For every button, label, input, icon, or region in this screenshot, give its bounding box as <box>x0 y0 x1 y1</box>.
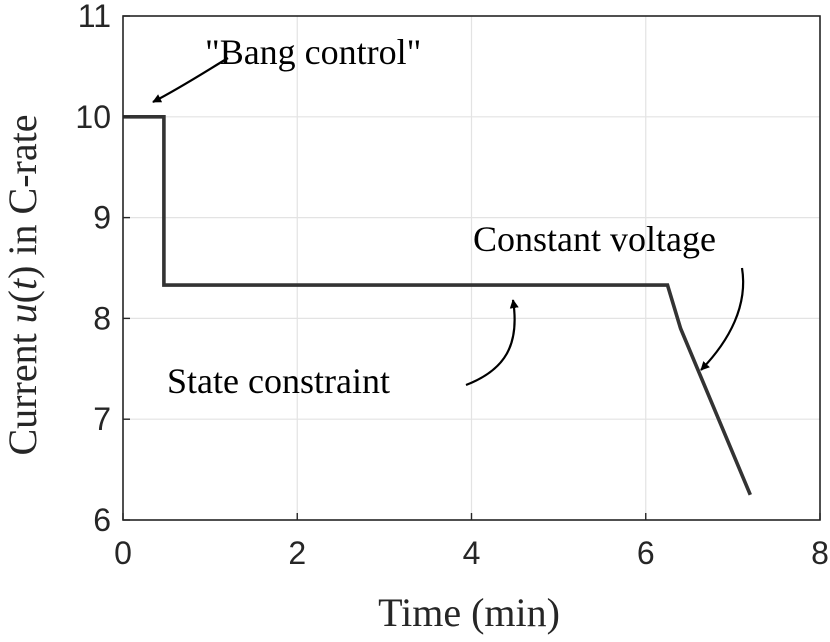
x-tick-label: 0 <box>114 535 132 571</box>
series-line <box>123 115 752 496</box>
x-tick-label: 8 <box>811 535 829 571</box>
annotation-arrow-bang-control <box>152 57 229 103</box>
annotation-state-constraint: State constraint <box>167 361 390 401</box>
y-tick-label: 8 <box>93 300 111 336</box>
grid <box>122 15 821 521</box>
tick-labels: 0 2 4 6 8 6 7 8 9 10 11 <box>75 0 828 571</box>
y-tick-label: 11 <box>78 0 111 34</box>
annotation-arrow-state-constraint <box>465 299 519 387</box>
y-tick-label: 7 <box>93 401 111 437</box>
x-tick-label: 4 <box>463 535 481 571</box>
series-layer <box>123 115 752 496</box>
annotation-arrow-constant-voltage <box>700 267 745 371</box>
y-axis-label: Current u(t) in C-rate <box>0 114 45 455</box>
y-tick-label: 9 <box>93 200 111 236</box>
x-tick-label: 2 <box>288 535 306 571</box>
y-tick-label: 10 <box>75 99 111 135</box>
y-tick-label: 6 <box>93 502 111 538</box>
annotation-constant-voltage: Constant voltage <box>473 219 716 259</box>
x-axis-label: Time (min) <box>378 590 560 635</box>
x-tick-label: 6 <box>637 535 655 571</box>
annotation-bang-control: "Bang control" <box>205 32 421 72</box>
